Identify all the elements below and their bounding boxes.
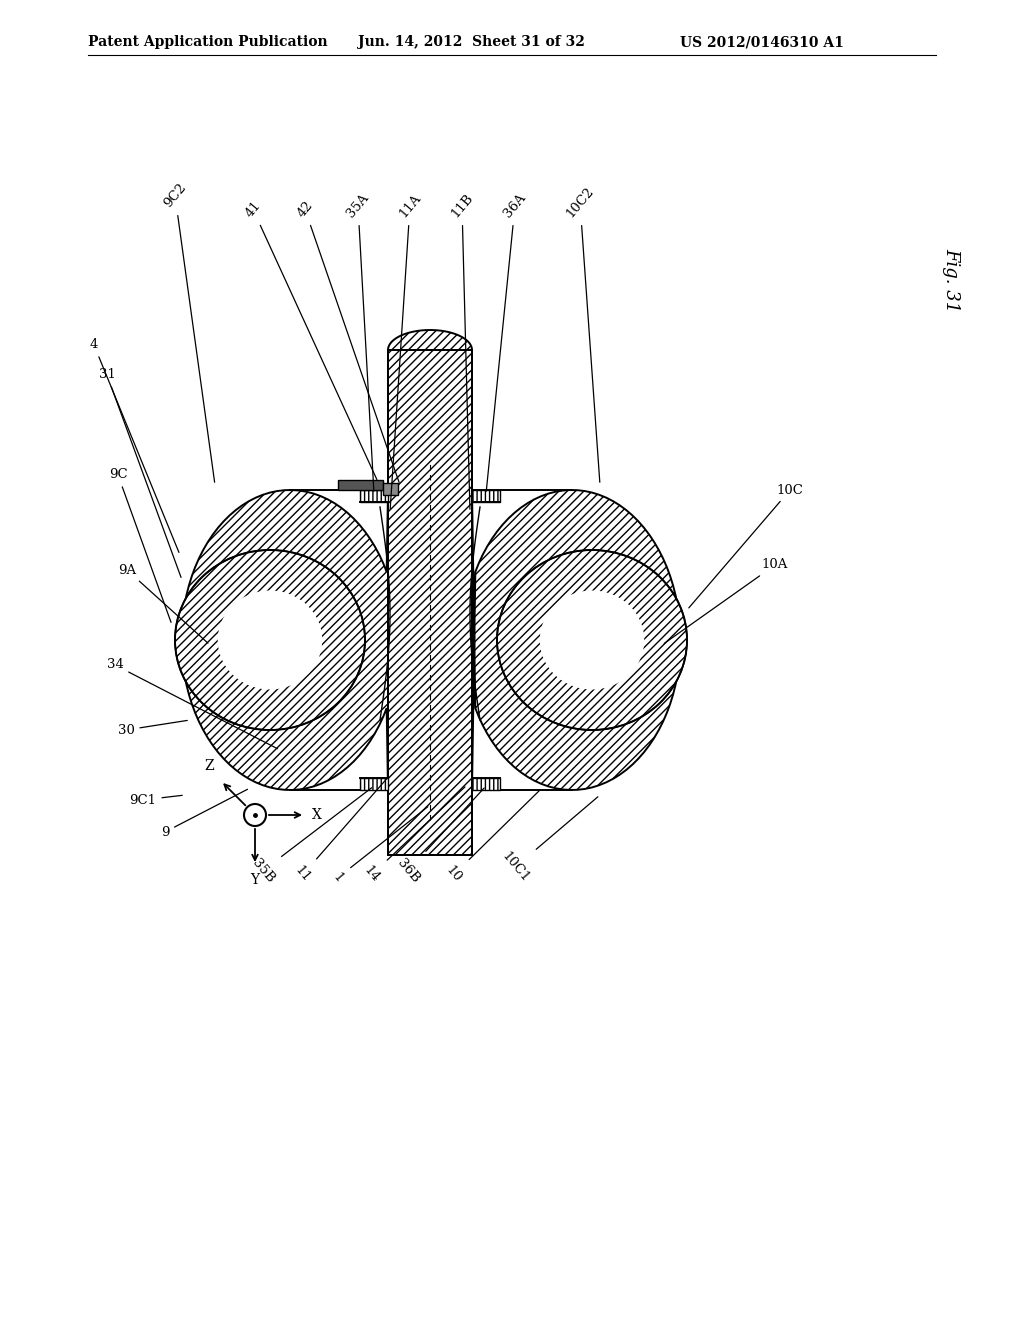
Ellipse shape — [497, 550, 687, 730]
Polygon shape — [338, 480, 383, 490]
Polygon shape — [360, 490, 388, 502]
Text: 9C1: 9C1 — [129, 793, 182, 807]
Text: 35B: 35B — [250, 788, 372, 884]
Polygon shape — [472, 490, 500, 502]
Ellipse shape — [218, 590, 323, 689]
Text: 14: 14 — [361, 787, 465, 884]
Polygon shape — [388, 350, 472, 855]
Polygon shape — [472, 777, 500, 789]
Text: Jun. 14, 2012  Sheet 31 of 32: Jun. 14, 2012 Sheet 31 of 32 — [358, 36, 585, 49]
Text: 31: 31 — [98, 368, 181, 577]
Text: 9A: 9A — [118, 564, 208, 643]
Text: 36A: 36A — [486, 191, 528, 491]
Circle shape — [244, 804, 266, 826]
Text: 4: 4 — [90, 338, 179, 553]
Text: 11A: 11A — [390, 191, 424, 510]
Polygon shape — [383, 483, 398, 495]
Text: Patent Application Publication: Patent Application Publication — [88, 36, 328, 49]
Ellipse shape — [175, 550, 365, 730]
Text: 42: 42 — [295, 199, 399, 482]
Text: 41: 41 — [243, 199, 377, 479]
Text: Y: Y — [251, 873, 259, 887]
Text: Z: Z — [205, 759, 214, 774]
Polygon shape — [181, 490, 388, 789]
Text: 10: 10 — [443, 789, 540, 884]
Text: 11: 11 — [293, 777, 388, 884]
Text: 10C: 10C — [689, 483, 804, 609]
Text: Fig. 31: Fig. 31 — [942, 248, 961, 312]
Text: 10C1: 10C1 — [499, 797, 598, 884]
Text: 11B: 11B — [449, 191, 475, 510]
Text: 34: 34 — [106, 659, 278, 748]
Ellipse shape — [175, 550, 365, 730]
Text: US 2012/0146310 A1: US 2012/0146310 A1 — [680, 36, 844, 49]
Text: 1: 1 — [331, 807, 428, 884]
Text: 36B: 36B — [394, 788, 484, 884]
Polygon shape — [360, 777, 388, 789]
Text: 35A: 35A — [344, 191, 374, 491]
Text: 9C: 9C — [109, 469, 171, 623]
Polygon shape — [472, 490, 680, 789]
Ellipse shape — [497, 550, 687, 730]
Text: X: X — [312, 808, 322, 822]
Text: 10A: 10A — [665, 558, 788, 643]
Text: 9C2: 9C2 — [162, 181, 215, 482]
Text: 30: 30 — [118, 721, 187, 737]
Text: 9: 9 — [161, 789, 248, 838]
Text: 10C2: 10C2 — [563, 185, 600, 482]
Polygon shape — [388, 330, 472, 350]
Ellipse shape — [540, 590, 644, 689]
